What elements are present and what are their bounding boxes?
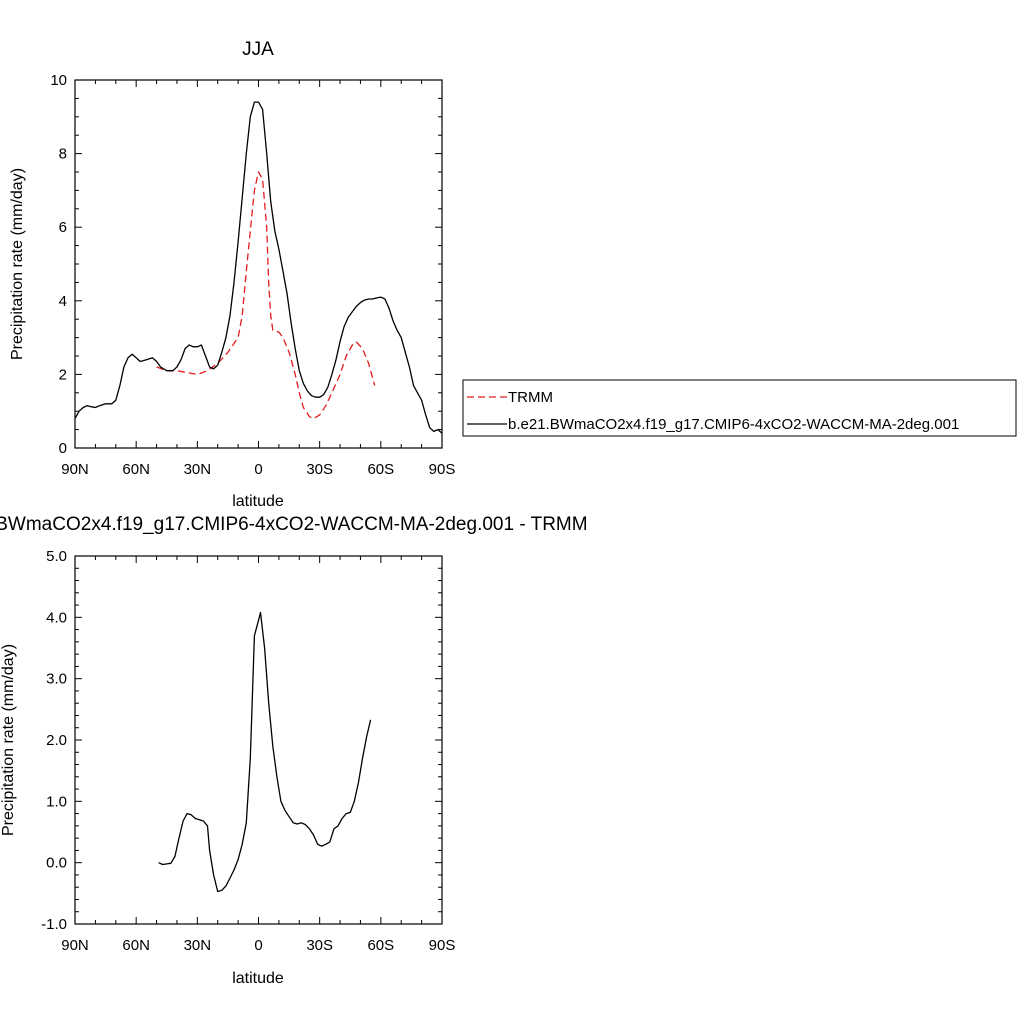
bottom-xtick-label: 60N [122, 937, 150, 954]
top-plot-lines [74, 101, 443, 434]
top-plot-ylabel: Precipitation rate (mm/day) [9, 168, 26, 360]
top-xtick-label: 30S [306, 461, 333, 478]
bottom-xtick-label: 90S [429, 937, 456, 954]
top-xtick-label: 30N [184, 461, 212, 478]
top-plot-ticks: 90N 60N 30N 0 30S 60S 90S 0 2 4 6 8 10 [50, 72, 455, 478]
top-ytick-label: 6 [59, 219, 67, 236]
bottom-ytick-label: 4.0 [46, 609, 67, 626]
bottom-plot-xlabel: latitude [232, 970, 284, 987]
top-series-line-model [74, 101, 443, 434]
bottom-ytick-label: 5.0 [46, 548, 67, 565]
top-ytick-label: 4 [59, 293, 67, 310]
bottom-plot-ticks: 90N 60N 30N 0 30S 60S 90S -1.0 0.0 1.0 2.0 3.0 4.0 5.… [41, 548, 455, 954]
bottom-ytick-label: 1.0 [46, 793, 67, 810]
bottom-plot-ylabel: Precipitation rate (mm/day) [0, 644, 17, 836]
legend-box [462, 379, 1017, 437]
bottom-ytick-label: 3.0 [46, 671, 67, 688]
bottom-xtick-label: 30S [306, 937, 333, 954]
top-xtick-label: 60S [367, 461, 394, 478]
legend-label-trmm: TRMM [508, 389, 553, 406]
top-xtick-label: 90S [429, 461, 456, 478]
bottom-xtick-label: 30N [184, 937, 212, 954]
top-xtick-label: 90N [61, 461, 89, 478]
top-plot-xlabel: latitude [232, 493, 284, 510]
legend-label-model: b.e21.BWmaCO2x4.f19_g17.CMIP6-4xCO2-WACC… [508, 416, 959, 433]
top-ytick-label: 2 [59, 366, 67, 383]
top-series-line-trmm [156, 171, 376, 420]
bottom-xtick-label: 90N [61, 937, 89, 954]
bottom-plot-title: b.e21.BWmaCO2x4.f19_g17.CMIP6-4xCO2-WACC… [0, 514, 588, 535]
bottom-ytick-label: 2.0 [46, 732, 67, 749]
top-ytick-label: 10 [50, 72, 67, 89]
top-ytick-label: 0 [59, 440, 67, 457]
bottom-xtick-label: 60S [367, 937, 394, 954]
bottom-plot: 90N 60N 30N 0 30S 60S 90S -1.0 0.0 1.0 2.0 3.0 4.0 5.… [0, 514, 588, 987]
bottom-series-line-difference [158, 611, 372, 893]
bottom-plot-lines [158, 611, 372, 893]
bottom-plot-frame [74, 555, 443, 925]
bottom-ytick-label: -1.0 [41, 916, 67, 933]
bottom-ytick-label: 0.0 [46, 855, 67, 872]
top-ytick-label: 8 [59, 146, 67, 163]
top-plot-title: JJA [242, 39, 274, 60]
top-xtick-label: 0 [254, 461, 262, 478]
bottom-xtick-label: 0 [254, 937, 262, 954]
top-plot-frame [74, 79, 443, 449]
legend: TRMM b.e21.BWmaCO2x4.f19_g17.CMIP6-4xCO2… [462, 379, 1017, 437]
top-xtick-label: 60N [122, 461, 150, 478]
